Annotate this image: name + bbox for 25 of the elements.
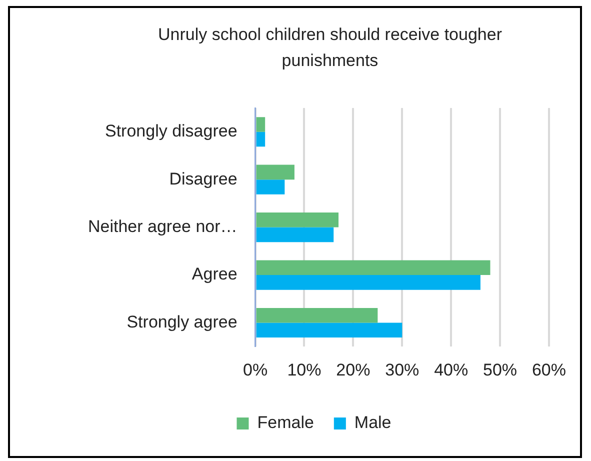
- y-tick-label: Neither agree nor…: [88, 216, 238, 236]
- chart-title: Unruly school children should receive tougher punishments: [157, 24, 503, 72]
- bar: [256, 322, 402, 338]
- bar: [256, 117, 266, 132]
- bar: [256, 260, 490, 276]
- bar: [256, 227, 334, 242]
- legend-label: Male: [354, 413, 392, 432]
- x-tick-label: 40%: [434, 360, 468, 380]
- y-tick-label: Strongly agree: [126, 312, 238, 332]
- legend-label: Female: [257, 413, 314, 432]
- x-tick-label: 10%: [287, 360, 322, 380]
- x-tick-label: 0%: [243, 360, 268, 380]
- bar: [256, 132, 266, 147]
- bar: [256, 164, 294, 180]
- bar: [256, 180, 285, 194]
- x-tick-label: 20%: [336, 360, 370, 380]
- bar: [256, 308, 378, 323]
- x-tick-label: 60%: [532, 360, 566, 380]
- x-tick-label: 30%: [385, 360, 420, 380]
- bar: [256, 212, 339, 228]
- bar: [256, 275, 480, 290]
- y-tick-label: Agree: [192, 264, 238, 284]
- y-tick-label: Disagree: [169, 169, 238, 188]
- y-tick-label: Strongly disagree: [104, 122, 238, 141]
- x-tick-label: 50%: [483, 360, 518, 380]
